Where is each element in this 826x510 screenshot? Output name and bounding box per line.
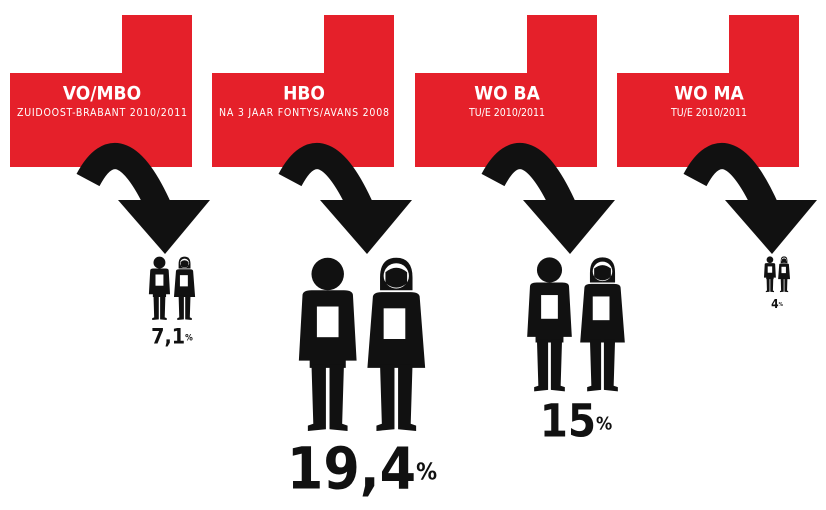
figure-pair <box>148 256 196 321</box>
category-title: VO/MBO <box>63 83 141 105</box>
document <box>316 306 339 338</box>
red-banner <box>415 15 597 167</box>
arrow-head <box>725 200 817 254</box>
legs <box>177 295 192 321</box>
category-subtitle: TU/E 2010/2011 <box>468 107 545 119</box>
legs <box>587 339 618 392</box>
document <box>179 275 188 287</box>
figure-pair <box>527 257 625 392</box>
figure-pair <box>298 257 426 432</box>
legs <box>534 339 565 392</box>
head <box>766 256 774 264</box>
category-title: HBO <box>283 83 325 105</box>
category-subtitle: ZUIDOOST-BRABANT 2010/2011 <box>17 107 187 119</box>
red-banner <box>617 15 799 167</box>
document <box>592 296 610 321</box>
document <box>767 266 773 273</box>
red-banner <box>212 15 394 167</box>
head <box>153 256 166 269</box>
value-label: 7,1% <box>151 325 193 350</box>
face <box>180 260 189 268</box>
category-subtitle: NA 3 JAAR FONTYS/AVANS 2008 <box>219 107 389 119</box>
document <box>155 274 164 286</box>
arrow-head <box>320 200 412 254</box>
value-label: 4% <box>771 296 784 310</box>
arrow-head <box>118 200 210 254</box>
document <box>781 266 786 274</box>
face <box>781 258 787 263</box>
head <box>536 257 563 283</box>
arrow-shaft <box>278 143 374 216</box>
value-label: 19,4% <box>287 435 437 503</box>
legs <box>152 295 167 321</box>
figure-pair <box>763 256 791 293</box>
arrow-shaft <box>481 143 577 216</box>
legs <box>765 278 775 293</box>
head <box>311 257 344 291</box>
document <box>541 295 558 319</box>
document <box>383 308 406 339</box>
legs <box>307 364 348 432</box>
category-subtitle: TU/E 2010/2011 <box>670 107 747 119</box>
face <box>594 265 611 281</box>
category-title: WO BA <box>474 83 540 105</box>
category-title: WO MA <box>674 83 744 105</box>
arrow-head <box>523 200 615 254</box>
legs <box>376 364 417 432</box>
legs <box>779 278 789 293</box>
value-label: 15% <box>540 394 613 447</box>
arrow-shaft <box>76 143 172 216</box>
face <box>385 267 408 288</box>
red-banner <box>10 15 192 167</box>
arrow-shaft <box>683 143 779 216</box>
